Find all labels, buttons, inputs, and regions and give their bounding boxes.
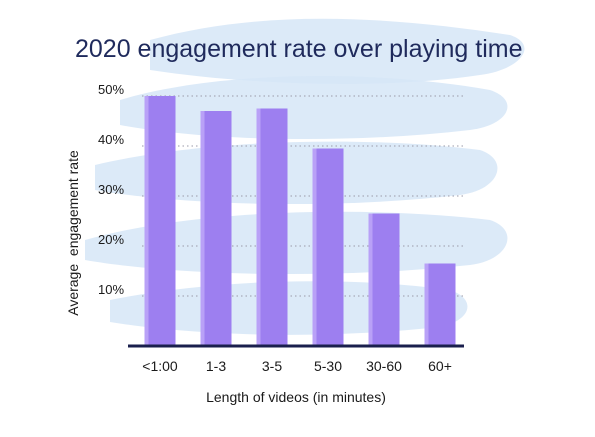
x-tick-label: 30-60 [366,358,402,374]
bar-highlight [424,263,429,346]
bar-3-5 [256,108,288,346]
bar-highlight [144,96,149,346]
bar-highlight [368,213,373,346]
y-tick-label: 20% [98,232,124,247]
bar-5-30 [312,148,344,346]
bar-highlight [312,148,317,346]
bar-60 [424,263,456,346]
y-tick-label: 40% [98,132,124,147]
x-axis-label: Length of videos (in minutes) [206,389,386,405]
bar-1-00 [144,96,176,346]
x-tick-label: 1-3 [206,358,226,374]
bar-1-3 [200,111,232,346]
x-tick-label: <1:00 [142,358,178,374]
brush-stroke [95,141,498,205]
y-tick-label: 50% [98,82,124,97]
bars [144,96,456,346]
y-tick-label: 30% [98,182,124,197]
x-tick-label: 60+ [428,358,452,374]
bar-highlight [256,108,261,346]
y-axis-ticks: 10% 20% 30% 40% 50% [98,82,124,297]
background-brush-strokes [85,18,525,335]
bar-30-60 [368,213,400,346]
y-tick-label: 10% [98,282,124,297]
x-tick-label: 5-30 [314,358,342,374]
bar-highlight [200,111,205,346]
brush-stroke [150,18,525,85]
brush-stroke [85,211,508,275]
y-axis-label: Average engagement rate [65,150,81,316]
chart-title: 2020 engagement rate over playing time [75,35,523,63]
x-axis-ticks: <1:00 1-3 3-5 5-30 30-60 60+ [142,358,452,374]
x-tick-label: 3-5 [262,358,282,374]
brush-stroke [120,76,508,140]
